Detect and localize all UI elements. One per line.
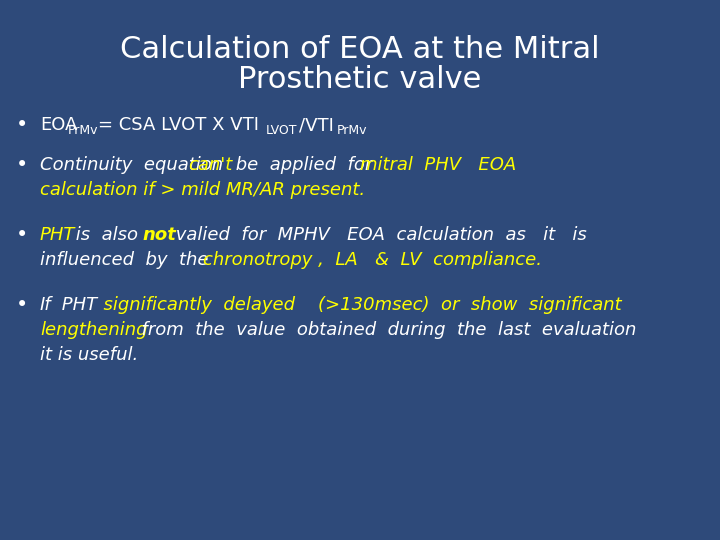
Text: •: • (16, 155, 28, 175)
Text: /VTI: /VTI (299, 116, 334, 134)
Text: chronotropy ,  LA   &  LV  compliance.: chronotropy , LA & LV compliance. (203, 251, 542, 269)
Text: Continuity  equation: Continuity equation (40, 156, 229, 174)
Text: PrMv: PrMv (337, 125, 367, 138)
Text: mitral  PHV   EOA: mitral PHV EOA (360, 156, 516, 174)
Text: be  applied  for: be applied for (230, 156, 378, 174)
Text: PHT: PHT (56, 296, 97, 314)
Text: valied  for  MPHV   EOA  calculation  as   it   is: valied for MPHV EOA calculation as it is (170, 226, 587, 244)
Text: LVOT: LVOT (266, 125, 297, 138)
Text: influenced  by  the: influenced by the (40, 251, 215, 269)
Text: it is useful.: it is useful. (40, 346, 138, 364)
Text: PHT: PHT (40, 226, 76, 244)
Text: significantly  delayed    (>130msec)  or  show  significant: significantly delayed (>130msec) or show… (92, 296, 621, 314)
Text: Prosthetic valve: Prosthetic valve (238, 65, 482, 94)
Text: EOA: EOA (40, 116, 77, 134)
Text: from  the  value  obtained  during  the  last  evaluation: from the value obtained during the last … (130, 321, 636, 339)
Text: not: not (142, 226, 176, 244)
Text: •: • (16, 225, 28, 245)
Text: •: • (16, 115, 28, 135)
Text: calculation if > mild MR/AR present.: calculation if > mild MR/AR present. (40, 181, 365, 199)
Text: can't: can't (188, 156, 233, 174)
Text: = CSA LVOT X VTI: = CSA LVOT X VTI (98, 116, 259, 134)
Text: PrMv: PrMv (68, 125, 99, 138)
Text: lengthening: lengthening (40, 321, 148, 339)
Text: If: If (40, 296, 52, 314)
Text: •: • (16, 295, 28, 315)
Text: Calculation of EOA at the Mitral: Calculation of EOA at the Mitral (120, 36, 600, 64)
Text: is  also: is also (70, 226, 144, 244)
